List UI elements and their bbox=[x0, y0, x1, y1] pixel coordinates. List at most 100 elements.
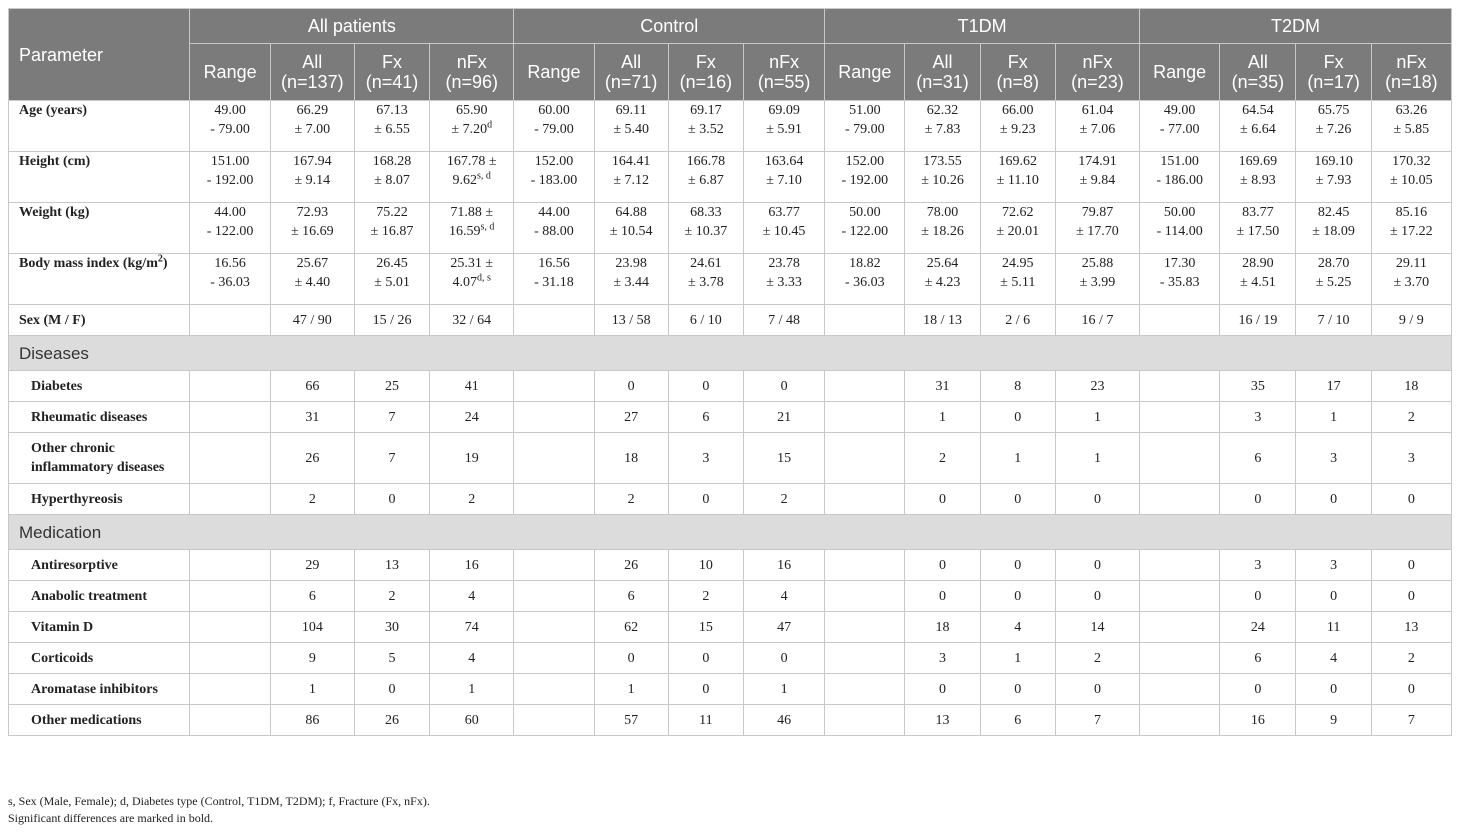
cell-line: - 183.00 bbox=[530, 173, 578, 188]
data-cell: 164.41 ± 7.12 bbox=[593, 151, 669, 203]
data-cell: 9 bbox=[269, 642, 355, 674]
data-cell: 65.75 ± 7.26 bbox=[1295, 100, 1372, 152]
data-cell: 69.17 ± 3.52 bbox=[667, 100, 744, 152]
cell-line: ± 17.50 bbox=[1236, 224, 1280, 239]
significance-superscript: d, s bbox=[477, 272, 491, 284]
data-cell: 24.61 ± 3.78 bbox=[667, 253, 744, 305]
data-cell: 16.56 - 36.03 bbox=[189, 253, 271, 305]
cell-line: ± 4.23 bbox=[924, 275, 961, 290]
cell-line: 24.61 bbox=[690, 256, 722, 271]
data-cell: 14 bbox=[1054, 611, 1141, 643]
data-cell: 25 bbox=[353, 370, 431, 402]
data-cell: 7 / 48 bbox=[742, 304, 826, 336]
data-cell: 169.10 ± 7.93 bbox=[1295, 151, 1372, 203]
subheader-text: Range bbox=[1153, 62, 1207, 82]
data-cell bbox=[1139, 432, 1221, 484]
subheader-text: Fx bbox=[695, 52, 716, 72]
header-group-control: Control bbox=[513, 8, 826, 44]
data-cell: 0 bbox=[904, 580, 981, 612]
data-cell: 28.70 ± 5.25 bbox=[1295, 253, 1372, 305]
cell-line: 25.64 bbox=[926, 256, 959, 271]
data-cell: 1 bbox=[1054, 401, 1141, 433]
cell-line: 69.17 bbox=[690, 103, 722, 118]
subheader-g0-c2: Fx (n=41) bbox=[353, 43, 431, 101]
data-cell: 0 bbox=[667, 370, 744, 402]
data-cell: 2 / 6 bbox=[979, 304, 1056, 336]
data-cell: 0 bbox=[1054, 483, 1141, 515]
data-cell: 17 bbox=[1295, 370, 1372, 402]
data-cell: 2 bbox=[353, 580, 431, 612]
data-cell: 86 bbox=[269, 704, 355, 736]
row-label: Other chronic inflammatory diseases bbox=[7, 432, 191, 484]
data-cell: 0 bbox=[667, 483, 744, 515]
cell-line: ± 9.84 bbox=[1079, 173, 1116, 188]
data-cell: 44.00 - 122.00 bbox=[189, 202, 271, 254]
row-label-text: Corticoids bbox=[31, 650, 94, 666]
section-header-row: Diseases bbox=[8, 335, 1452, 371]
data-cell bbox=[1139, 483, 1221, 515]
subheader-g3-c3: nFx (n=18) bbox=[1370, 43, 1453, 101]
data-cell: 0 bbox=[979, 673, 1056, 705]
data-cell: 18 / 13 bbox=[904, 304, 981, 336]
row-label-text: Anabolic treatment bbox=[31, 588, 147, 604]
data-cell: 17.30 - 35.83 bbox=[1139, 253, 1221, 305]
cell-line: 72.93 bbox=[296, 205, 329, 220]
data-cell: 0 bbox=[667, 642, 744, 674]
data-cell bbox=[1139, 580, 1221, 612]
subheader-g1-c3: nFx (n=55) bbox=[742, 43, 826, 101]
data-cell: 1 bbox=[269, 673, 355, 705]
cell-line: 151.00 bbox=[1160, 154, 1199, 169]
data-cell bbox=[189, 304, 271, 336]
cell-line: 50.00 bbox=[1163, 205, 1196, 220]
data-cell: 66 bbox=[269, 370, 355, 402]
data-cell bbox=[189, 401, 271, 433]
cell-line: 49.00 bbox=[214, 103, 246, 118]
cell-line: 67.13 bbox=[376, 103, 408, 118]
data-cell bbox=[1139, 401, 1221, 433]
cell-line: 62.32 bbox=[926, 103, 959, 118]
row-label: Height (cm) bbox=[7, 151, 191, 203]
table-row: Corticoids 9 5 4 0 0 0 3 1 2 6 4 2 bbox=[7, 642, 1453, 674]
table-row: Other chronic inflammatory diseases 26 7 19… bbox=[7, 432, 1453, 484]
data-cell: 0 bbox=[904, 483, 981, 515]
data-cell: 8 bbox=[979, 370, 1056, 402]
row-label-text: Body mass index (kg/m bbox=[19, 256, 158, 271]
cell-line: 71.88 ± bbox=[450, 205, 494, 220]
cell-value: 16.59 bbox=[449, 224, 481, 239]
cell-line: 66.29 bbox=[296, 103, 329, 118]
cell-line: 25.88 bbox=[1081, 256, 1114, 271]
data-cell: 25.31 ± 4.07d, s bbox=[429, 253, 515, 305]
cell-line: ± 7.83 bbox=[924, 122, 961, 137]
data-cell: 13 / 58 bbox=[593, 304, 669, 336]
cell-line: - 79.00 bbox=[210, 122, 250, 137]
row-label: Aromatase inhibitors bbox=[7, 673, 191, 705]
cell-line: 169.69 bbox=[1238, 154, 1278, 169]
data-cell: 67.13 ± 6.55 bbox=[353, 100, 431, 152]
subheader-text: (n=55) bbox=[757, 72, 811, 92]
data-cell: 6 bbox=[1219, 432, 1297, 484]
data-cell: 64.54 ± 6.64 bbox=[1219, 100, 1297, 152]
row-label: Weight (kg) bbox=[7, 202, 191, 254]
row-label: Corticoids bbox=[7, 642, 191, 674]
subheader-text: All bbox=[932, 52, 953, 72]
data-cell: 61.04 ± 7.06 bbox=[1054, 100, 1141, 152]
data-cell bbox=[189, 432, 271, 484]
cell-line: ± 16.69 bbox=[290, 224, 334, 239]
table-row: Weight (kg) 44.00 - 122.00 72.93 ± 16.69 75.2… bbox=[7, 202, 1453, 254]
cell-line: - 122.00 bbox=[206, 224, 254, 239]
cell-line: 51.00 bbox=[849, 103, 881, 118]
subheader-g3-c0: Range bbox=[1139, 43, 1221, 101]
data-cell: 169.62 ± 11.10 bbox=[979, 151, 1056, 203]
table-row: Other medications 86 26 60 57 11 46 13 6 7 16 9 7 bbox=[7, 704, 1453, 736]
data-cell bbox=[824, 483, 906, 515]
data-cell: 25.67 ± 4.40 bbox=[269, 253, 355, 305]
data-cell: 29.11 ± 3.70 bbox=[1370, 253, 1453, 305]
header-parameter: Parameter bbox=[7, 8, 191, 101]
subheader-g1-c0: Range bbox=[513, 43, 595, 101]
data-cell: 174.91 ± 9.84 bbox=[1054, 151, 1141, 203]
table-body: Age (years) 49.00 - 79.00 66.29 ± 7.00 67.13 ±… bbox=[7, 100, 1453, 736]
data-cell bbox=[513, 549, 595, 581]
data-cell bbox=[189, 611, 271, 643]
data-cell bbox=[513, 401, 595, 433]
data-cell: 50.00 - 114.00 bbox=[1139, 202, 1221, 254]
